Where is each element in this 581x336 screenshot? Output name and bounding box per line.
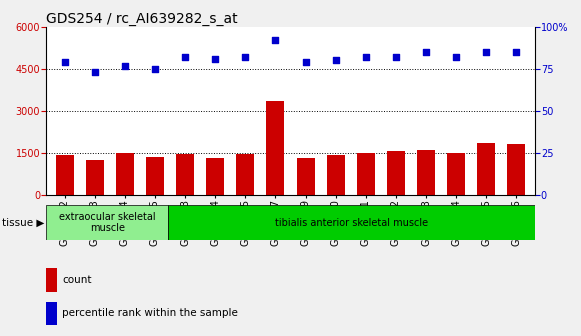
Point (512, 49, 521, 55)
Point (391, 54, 400, 60)
Point (210, 56, 220, 61)
Bar (146, 157, 164, 195)
Text: count: count (62, 275, 92, 285)
Point (241, 54, 250, 60)
Text: GDS254 / rc_AI639282_s_at: GDS254 / rc_AI639282_s_at (46, 12, 238, 26)
Bar (176, 154, 194, 195)
Bar (116, 153, 134, 195)
Point (120, 63, 130, 68)
Bar (56, 155, 74, 195)
Bar (267, 101, 285, 195)
FancyBboxPatch shape (46, 205, 168, 240)
Bar (236, 154, 254, 195)
Text: tibialis anterior skeletal muscle: tibialis anterior skeletal muscle (275, 218, 428, 227)
Point (482, 49, 491, 55)
Point (301, 59, 310, 65)
Bar (507, 144, 525, 195)
Bar (477, 142, 496, 195)
Point (421, 49, 431, 55)
Point (331, 58, 340, 63)
Bar (387, 151, 405, 195)
Point (271, 38, 280, 43)
Point (361, 54, 371, 60)
Text: tissue ▶: tissue ▶ (2, 218, 44, 227)
FancyBboxPatch shape (168, 205, 535, 240)
Bar (327, 155, 345, 195)
Bar (417, 150, 435, 195)
Bar (46, 268, 57, 292)
Bar (447, 153, 465, 195)
Point (451, 54, 461, 60)
Bar (206, 158, 224, 195)
Point (181, 54, 190, 60)
Text: extraocular skeletal
muscle: extraocular skeletal muscle (59, 212, 156, 234)
Point (150, 66, 160, 72)
Point (90, 70, 99, 75)
Point (60, 59, 69, 65)
Text: percentile rank within the sample: percentile rank within the sample (62, 308, 238, 319)
Bar (46, 302, 57, 325)
Bar (296, 158, 314, 195)
Bar (85, 160, 104, 195)
Bar (357, 154, 375, 195)
